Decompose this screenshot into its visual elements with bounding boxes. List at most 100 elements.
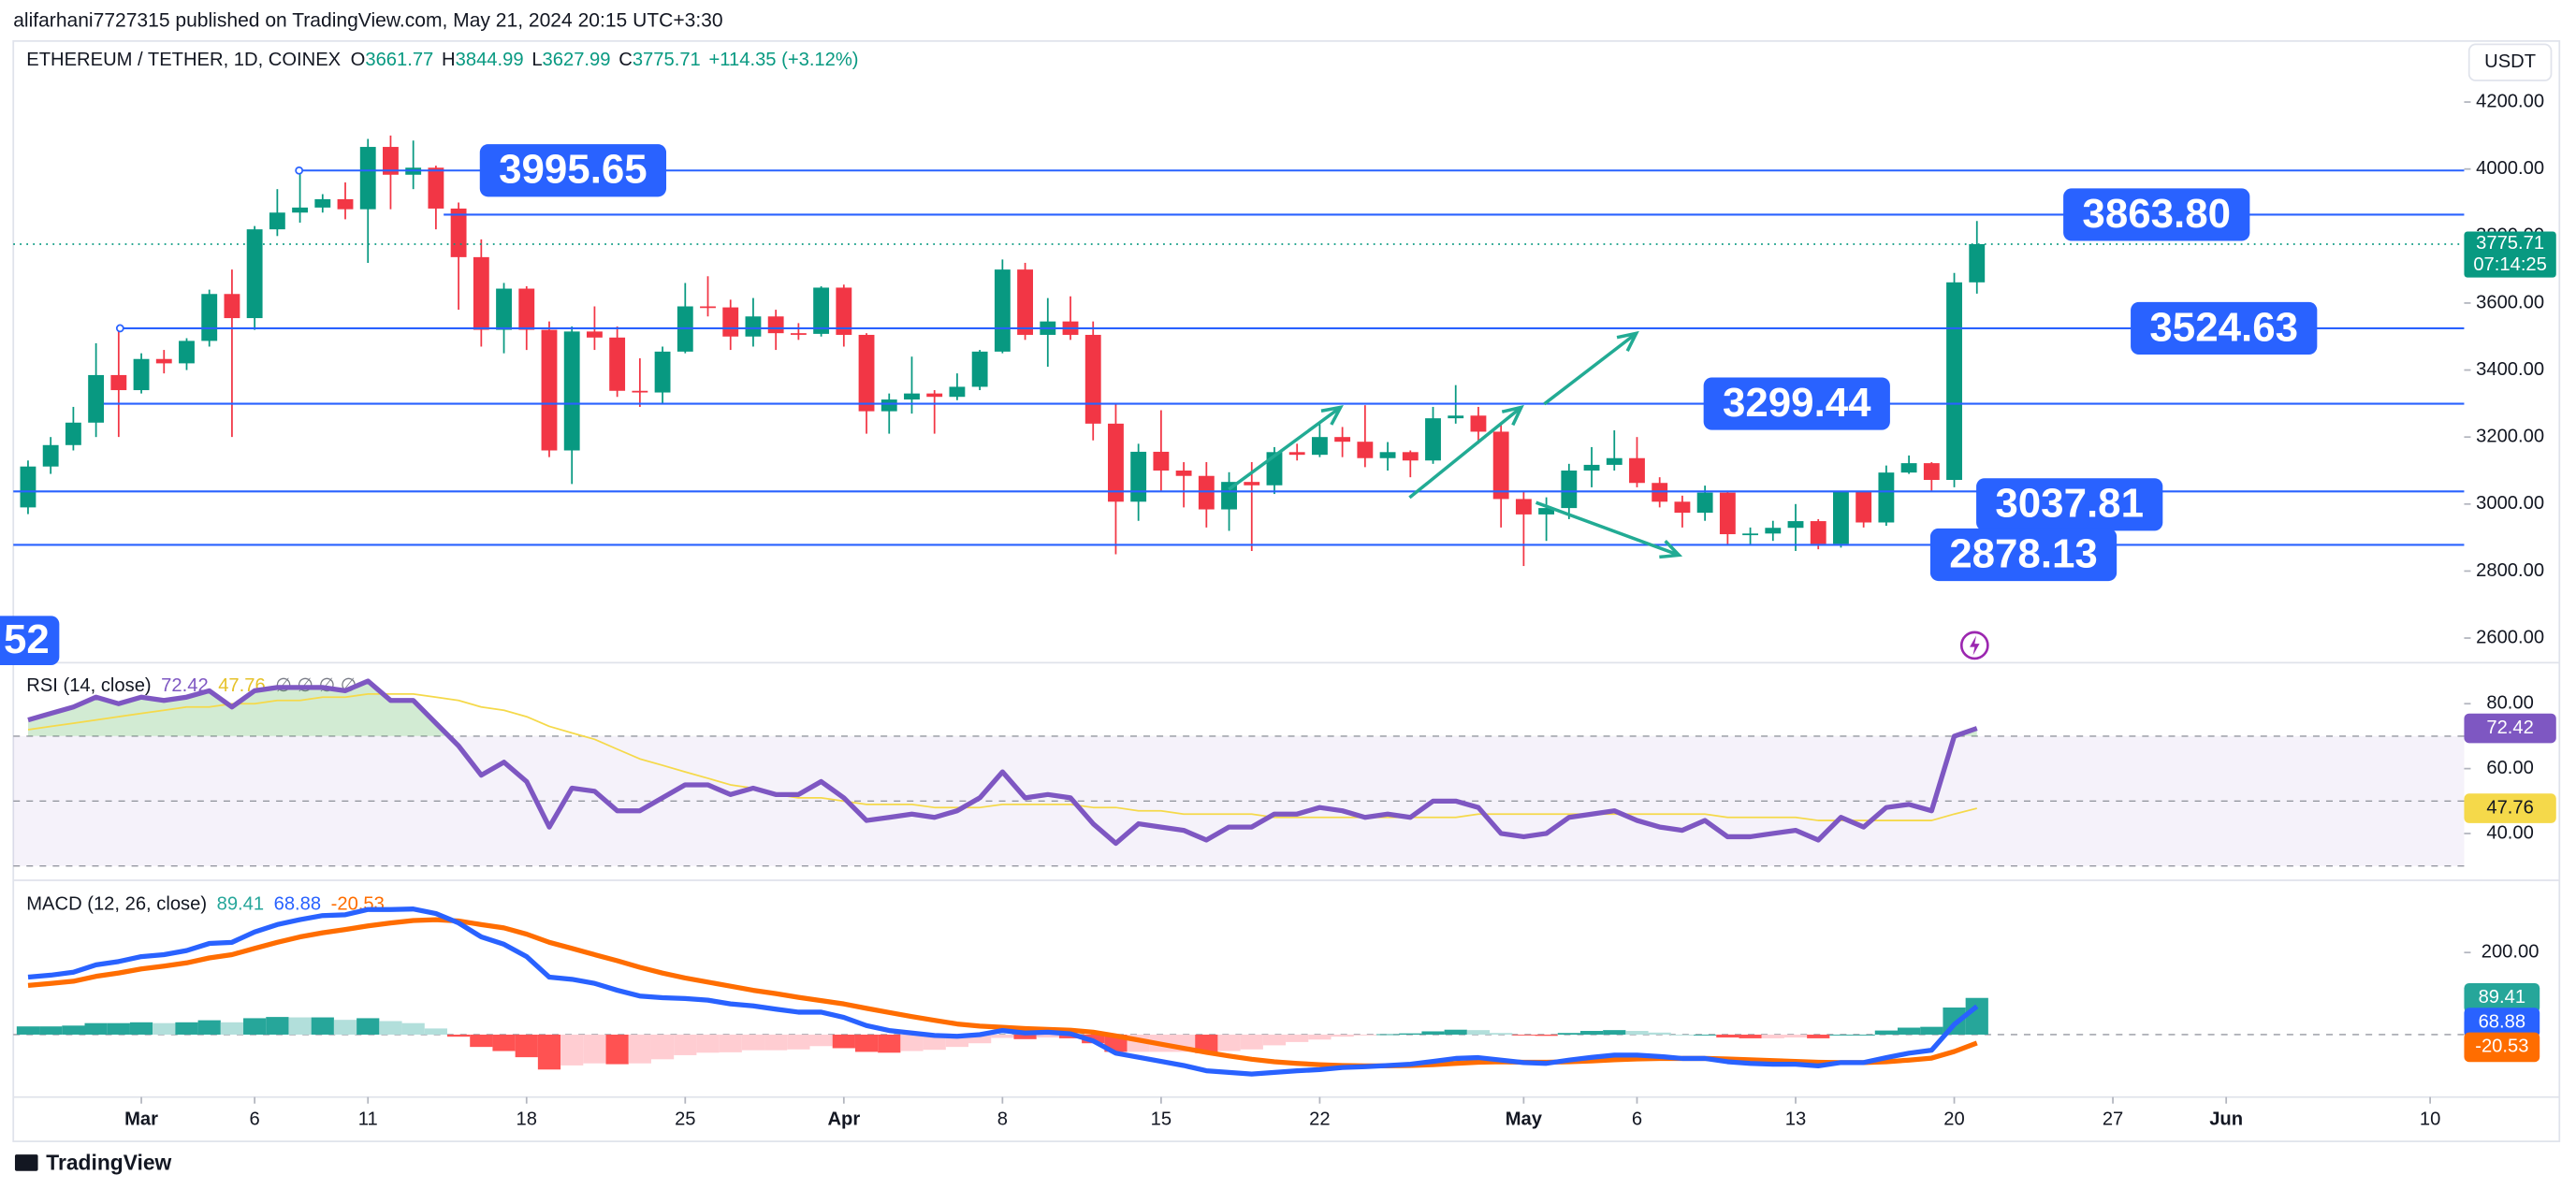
candle-body — [450, 208, 467, 257]
histogram-bar — [129, 1022, 153, 1035]
level-box — [1929, 528, 2118, 582]
candle-body — [1629, 457, 1645, 484]
candle-body — [1833, 491, 1849, 544]
x-tick-label: 18 — [517, 1109, 537, 1130]
histogram-bar — [1965, 997, 1988, 1035]
candle-body — [1425, 418, 1441, 461]
candle-body — [1492, 431, 1509, 500]
frame — [12, 40, 2561, 1142]
level-label: 3524.63 — [2149, 304, 2298, 350]
histogram-bar — [968, 1034, 992, 1044]
main-legend: ETHEREUM / TETHER, 1D, COINEX O3661.77 H38… — [26, 50, 858, 70]
l-label: L — [531, 50, 542, 70]
candle-body — [836, 287, 852, 335]
candle-body — [1696, 492, 1713, 514]
x-tick-label: 6 — [250, 1109, 260, 1130]
candle-body — [586, 331, 603, 338]
histogram-bar — [787, 1034, 810, 1050]
candle-body — [155, 358, 172, 364]
candle-body — [813, 287, 830, 334]
x-tick-label: 20 — [1943, 1109, 1964, 1130]
rsi-value: 72.42 — [161, 675, 208, 696]
histogram-bar — [333, 1020, 357, 1035]
level-box — [2063, 188, 2250, 241]
candle-body — [1606, 457, 1623, 465]
candle-body — [904, 393, 920, 400]
level-anchor — [115, 324, 124, 333]
histogram-bar — [220, 1022, 244, 1035]
candle-body — [20, 466, 36, 508]
candle-body — [1515, 499, 1532, 515]
candle-body — [428, 167, 444, 209]
histogram-bar — [1694, 1034, 1717, 1036]
histogram-bar — [1444, 1029, 1467, 1035]
histogram-bar — [650, 1034, 675, 1060]
histogram-bar — [1897, 1027, 1921, 1035]
candle-body — [383, 147, 399, 175]
histogram-bar — [832, 1034, 855, 1049]
candle-body — [88, 374, 105, 423]
histogram-bar — [1761, 1034, 1784, 1038]
candle-body — [700, 306, 716, 309]
candle-body — [518, 288, 535, 330]
y-tick-label: 2600.00 — [2476, 627, 2544, 647]
candle-body — [1175, 470, 1192, 476]
histogram-bar — [243, 1018, 267, 1035]
currency-box[interactable] — [2467, 43, 2553, 81]
histogram-bar — [1829, 1034, 1853, 1036]
histogram-bar — [1353, 1034, 1376, 1036]
y-tick-label: 80.00 — [2486, 693, 2533, 714]
candle-body — [563, 331, 580, 451]
histogram-bar — [1603, 1030, 1626, 1035]
histogram-bar — [560, 1034, 584, 1066]
macd-title: MACD (12, 26, close) — [26, 894, 207, 915]
histogram-bar — [515, 1034, 538, 1058]
candle-body — [926, 393, 943, 398]
candle-body — [1583, 464, 1600, 471]
macd-legend: MACD (12, 26, close) 89.41 68.88 -20.53 — [26, 894, 385, 915]
macd-tag-box — [2464, 982, 2540, 1013]
rsi-tag: 72.42 — [2486, 718, 2533, 738]
level-box — [479, 144, 667, 197]
arrow — [1535, 500, 1680, 558]
alert-icon[interactable] — [1959, 631, 1989, 660]
histogram-bar — [674, 1034, 697, 1055]
histogram-bar — [470, 1034, 493, 1048]
candle-body — [1221, 482, 1237, 510]
candle-body — [1108, 423, 1124, 502]
arrow-head — [1616, 330, 1639, 352]
y-tick-label: 40.00 — [2486, 822, 2533, 843]
currency[interactable]: USDT — [2484, 51, 2536, 72]
candle-body — [1969, 244, 1986, 283]
candle-body — [858, 334, 875, 412]
candle-body — [971, 351, 988, 387]
rsi-tag: 47.76 — [2486, 797, 2533, 818]
candle-body — [292, 207, 309, 213]
histogram-bar — [1783, 1034, 1808, 1038]
macd-line — [27, 917, 1978, 1068]
last-price-box — [2464, 231, 2556, 278]
y-tick-label: 200.00 — [2481, 942, 2540, 963]
histogram-bar — [266, 1017, 289, 1035]
candle-body — [42, 444, 59, 467]
histogram-bar — [153, 1022, 176, 1035]
histogram-bar — [84, 1022, 108, 1035]
x-tick-label: 10 — [2420, 1109, 2440, 1130]
x-tick-label: 27 — [2103, 1109, 2123, 1130]
candle-body — [994, 269, 1011, 352]
candle-body — [790, 333, 807, 335]
candle-body — [609, 337, 626, 391]
candle-body — [1084, 334, 1101, 424]
histogram-bar — [1625, 1031, 1649, 1035]
histogram-bar — [492, 1034, 516, 1051]
o-label: O — [351, 50, 366, 70]
x-tick-label: 13 — [1785, 1109, 1806, 1130]
rsi-line — [27, 678, 1978, 847]
histogram-bar — [1331, 1034, 1354, 1037]
histogram-bar — [107, 1022, 130, 1035]
byline: alifarhani7727315 published on TradingVi… — [13, 9, 722, 31]
histogram-bar — [1195, 1034, 1218, 1053]
histogram-bar — [991, 1034, 1014, 1038]
candle-body — [1311, 437, 1328, 456]
